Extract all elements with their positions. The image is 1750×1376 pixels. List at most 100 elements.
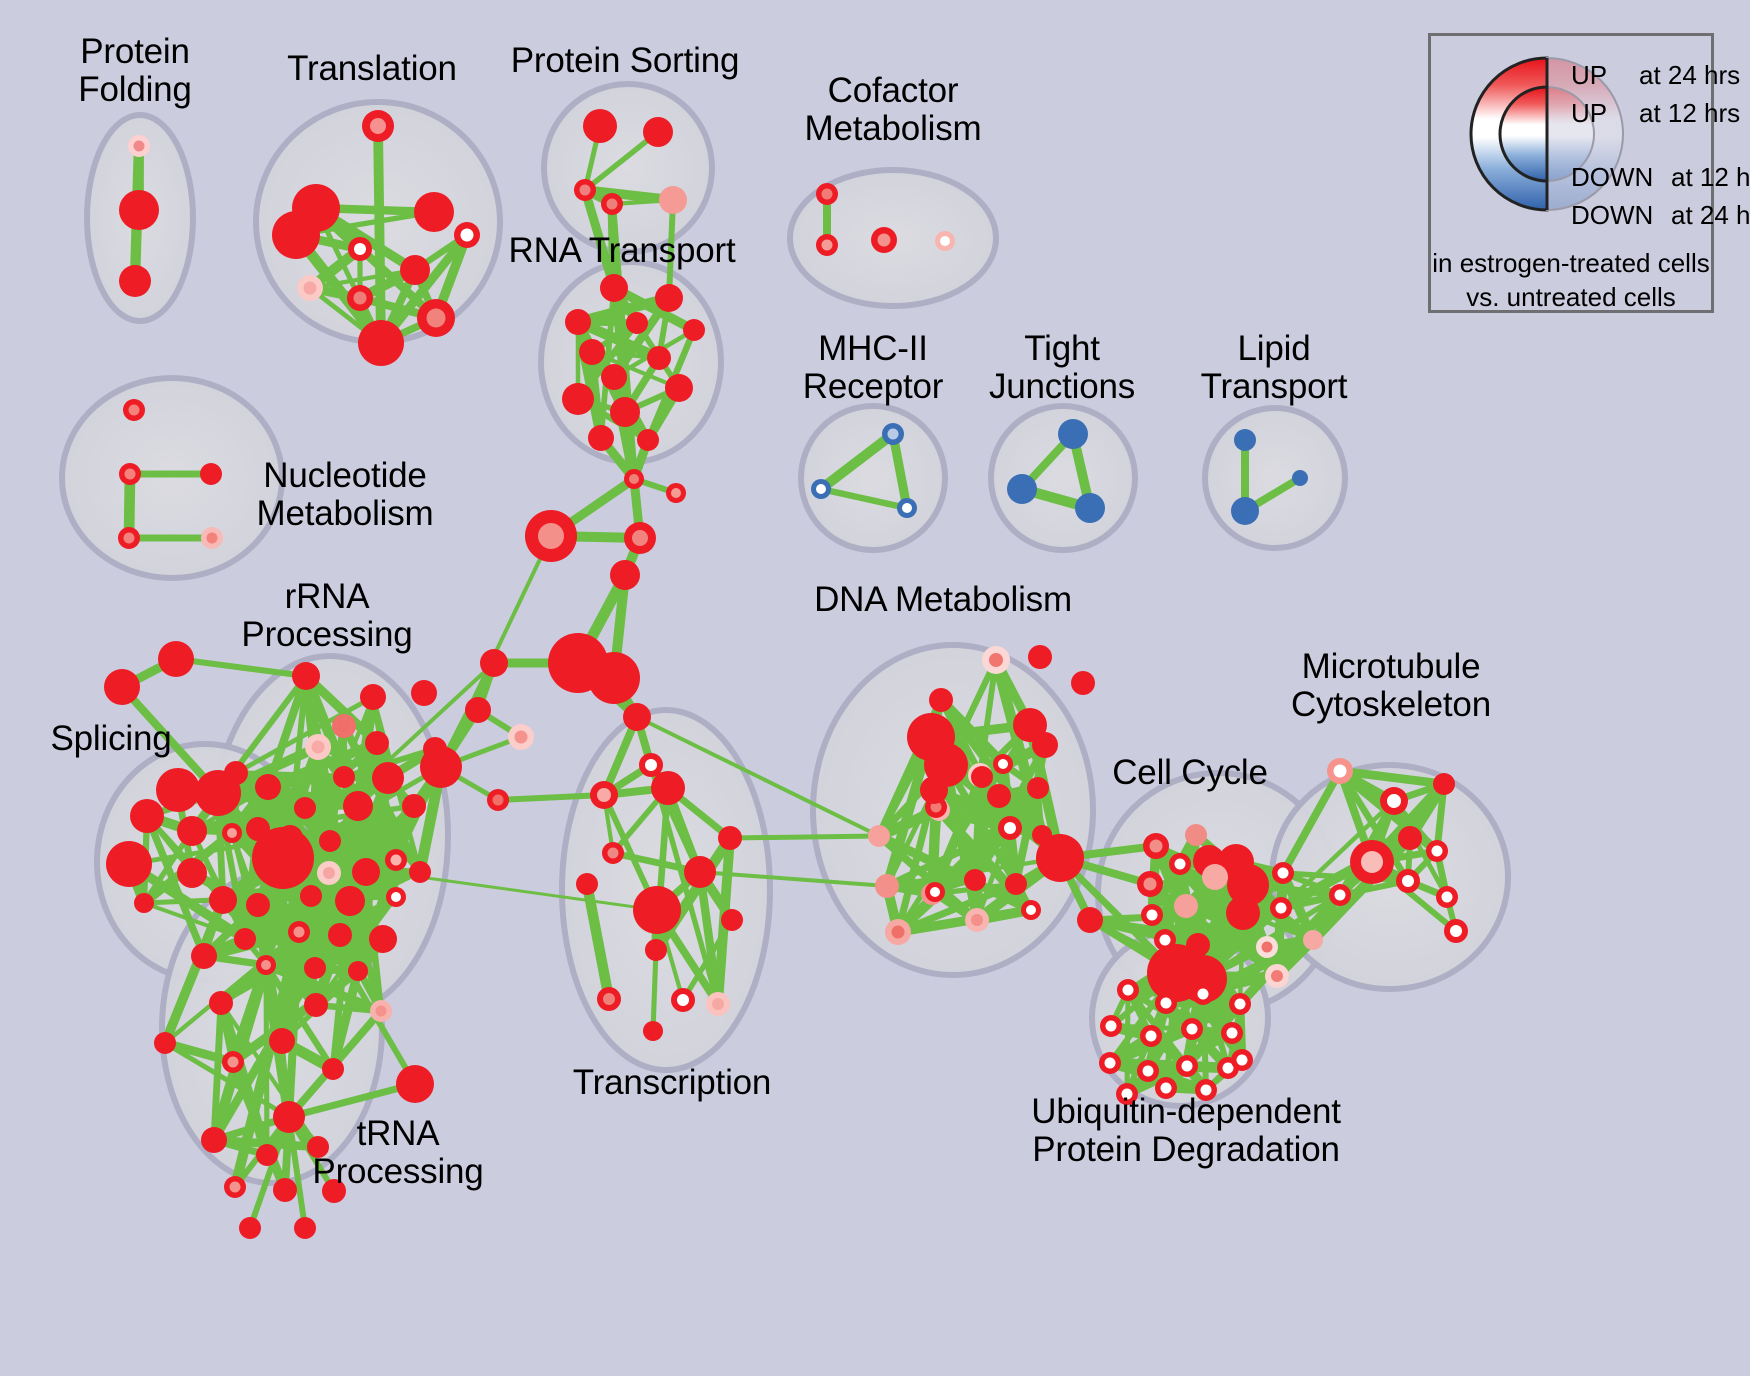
gene-node [319,830,341,852]
node-inner-disc-12hr [1122,984,1134,996]
node-inner-disc-12hr [1275,902,1287,914]
node-inner-disc-12hr [380,770,396,786]
node-inner-disc-12hr [167,650,185,668]
gene-node [1329,884,1351,906]
gene-node [982,646,1010,674]
gene-node [1137,1060,1159,1082]
node-inner-disc-12hr [671,488,681,498]
gene-node [1234,429,1256,451]
legend-time-1: at 12 hrs [1639,98,1741,128]
gene-node [304,993,328,1017]
gene-node [583,109,617,143]
nodes [104,109,1468,1239]
node-inner-disc-12hr [630,710,644,724]
gene-node [348,961,368,981]
node-inner-disc-12hr [312,1141,324,1153]
gene-node [987,784,1011,808]
node-inner-disc-12hr [350,798,366,814]
node-inner-disc-12hr [821,188,833,200]
node-inner-disc-12hr [607,370,621,384]
gene-node [624,469,644,489]
node-inner-disc-12hr [1261,941,1273,953]
edge [373,121,386,348]
edge [285,1080,419,1121]
node-inner-disc-12hr [712,998,724,1010]
gene-node [1227,864,1269,906]
cluster-label-cell-cycle: Cell Cycle [1112,753,1268,792]
node-inner-disc-12hr [206,781,230,805]
gene-node [1229,993,1251,1015]
edge [941,760,982,925]
node-inner-disc-12hr [129,200,149,220]
cluster-mhc-ii-receptor [798,403,948,553]
node-inner-disc-12hr [113,678,131,696]
edge [727,833,882,841]
node-inner-disc-12hr [167,779,189,801]
node-inner-disc-12hr [328,1185,340,1197]
node-inner-disc-12hr [1200,1084,1212,1096]
gene-node [119,463,141,485]
node-inner-disc-12hr [366,690,380,704]
node-inner-disc-12hr [376,932,390,946]
gene-node [158,641,194,677]
node-inner-disc-12hr [1296,474,1304,482]
legend-state-0: UP [1571,60,1608,90]
gene-node [610,560,640,590]
gene-node [1444,919,1468,943]
gene-node [400,255,430,285]
node-inner-disc-12hr [930,801,942,813]
gene-node [119,265,151,297]
node-inner-disc-12hr [919,725,943,749]
gene-node [574,179,596,201]
gene-node [1426,840,1448,862]
cluster-label-nucleotide-metabolism: Nucleotide Metabolism [256,456,434,533]
gene-node [292,662,320,690]
cluster-label-dna-metabolism: DNA Metabolism [814,580,1072,619]
node-inner-disc-12hr [487,656,501,670]
node-inner-disc-12hr [460,228,474,242]
gene-node [1231,497,1259,525]
gene-node [525,510,577,562]
node-inner-disc-12hr [659,779,677,797]
node-inner-disc-12hr [603,993,615,1005]
gene-node [128,135,150,157]
gene-node [651,771,685,805]
gene-node [665,374,693,402]
node-inner-disc-12hr [927,783,941,797]
node-inner-disc-12hr [124,468,136,480]
legend-caption-line2: vs. untreated cells [1466,282,1676,312]
node-inner-disc-12hr [405,1074,425,1094]
cluster-protein-sorting [541,81,715,255]
node-inner-disc-12hr [117,852,141,876]
node-inner-disc-12hr [471,703,485,717]
node-inner-disc-12hr [601,665,627,691]
edge [574,319,641,403]
gene-node [588,652,640,704]
node-inner-disc-12hr [581,878,593,890]
gene-node [1140,1025,1162,1047]
gene-node [655,284,683,312]
node-inner-disc-12hr [430,756,452,778]
gene-node [1036,834,1084,882]
node-inner-disc-12hr [391,892,401,902]
node-inner-disc-12hr [877,233,891,247]
node-inner-disc-12hr [216,893,230,907]
node-inner-disc-12hr [338,771,350,783]
node-inner-disc-12hr [414,866,426,878]
edge [307,267,418,291]
gene-node [721,909,743,931]
edge [328,966,363,1074]
node-inner-disc-12hr [1450,925,1462,937]
gene-node [360,684,386,710]
gene-node [358,320,404,366]
node-inner-disc-12hr [353,966,363,976]
node-inner-disc-12hr [570,391,586,407]
node-inner-disc-12hr [370,118,386,134]
node-inner-disc-12hr [1142,1065,1154,1077]
node-inner-disc-12hr [821,239,833,251]
edge [680,917,735,1003]
node-inner-disc-12hr [261,1149,273,1161]
gene-node [297,275,323,301]
gene-node [322,1179,346,1203]
node-inner-disc-12hr [881,880,893,892]
